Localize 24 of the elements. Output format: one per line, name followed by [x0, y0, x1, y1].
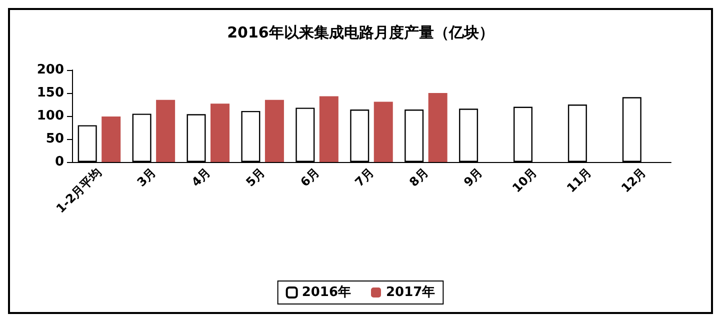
bar: [428, 93, 448, 162]
y-tick-label: 100: [36, 108, 64, 124]
x-tick-label: 11月: [564, 165, 594, 196]
chart-title: 2016年以来集成电路月度产量（亿块）: [227, 24, 494, 42]
legend-label: 2016年: [302, 285, 352, 300]
y-tick-label: 150: [36, 86, 64, 100]
x-tick-label: 5月: [243, 165, 268, 190]
bar: [264, 100, 284, 162]
x-tick-label: 9月: [461, 165, 486, 190]
y-tick-label: 200: [36, 62, 64, 78]
x-tick-label: 7月: [352, 165, 376, 190]
bar: [374, 102, 393, 162]
x-tick-label: 8月: [406, 165, 431, 190]
bar: [319, 96, 338, 162]
legend-label: 2017年: [386, 285, 436, 300]
y-tick-label: 50: [46, 132, 64, 146]
bar: [156, 100, 176, 162]
x-tick-label: 10月: [510, 165, 540, 196]
bar: [102, 116, 121, 162]
x-tick-label: 3月: [134, 165, 159, 190]
bar: [210, 104, 230, 162]
x-tick-label: 12月: [618, 165, 649, 196]
x-tick-label: 4月: [188, 165, 214, 190]
x-tick-label: 6月: [298, 165, 322, 190]
